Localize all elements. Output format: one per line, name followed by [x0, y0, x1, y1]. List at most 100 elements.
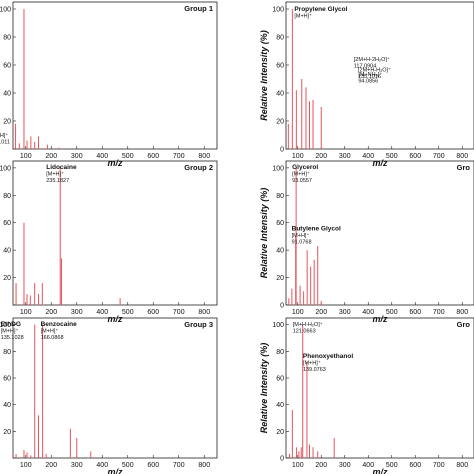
y-tick-label: 0 [280, 303, 284, 310]
y-tick-label: 80 [276, 193, 284, 200]
group-label: Group 1 [184, 4, 213, 13]
peak-annotation: 117.0904 [354, 64, 377, 70]
y-tick-label: 60 [276, 220, 284, 227]
x-tick-label: 800 [456, 153, 468, 160]
x-tick-label: 300 [71, 462, 83, 469]
y-tick-label: 40 [276, 402, 284, 409]
y-tick-label: 100 [0, 165, 11, 172]
y-tick-label: 60 [3, 376, 11, 383]
peak-annotation: 135.1016 [358, 74, 381, 80]
peak-annotation: [M+H]⁺ [294, 13, 312, 20]
x-tick-label: 300 [71, 153, 83, 160]
y-tick-label: 60 [3, 63, 11, 70]
peak-annotation: [2M+H-H₂O]⁺ [358, 66, 391, 73]
y-tick-label: 20 [3, 119, 11, 126]
x-tick-label: 500 [386, 309, 398, 316]
x-tick-label: 300 [339, 309, 351, 316]
x-tick-label: 200 [315, 309, 327, 316]
x-tick-label: 800 [198, 309, 210, 316]
y-tick-label: 100 [272, 165, 284, 172]
y-axis-label: Relative Intensity (%) [259, 343, 269, 434]
peak-annotation: 139.0763 [303, 367, 326, 373]
y-tick-label: 40 [276, 248, 284, 255]
x-tick-label: 200 [45, 309, 57, 316]
x-axis-label: m/z [107, 467, 123, 474]
y-axis-label: Relative Intensity (%) [259, 30, 269, 121]
x-tick-label: 300 [71, 309, 83, 316]
peak-annotation: Lidocaine [46, 164, 77, 171]
x-tick-label: 400 [96, 462, 108, 469]
plot-frame-6 [285, 317, 474, 459]
x-tick-label: 400 [96, 309, 108, 316]
x-tick-label: 700 [173, 309, 185, 316]
y-tick-label: 80 [276, 35, 284, 42]
peak-annotation: 185.1011 [0, 139, 10, 145]
x-tick-label: 300 [339, 462, 351, 469]
y-tick-label: 20 [276, 429, 284, 436]
x-tick-label: 600 [409, 462, 421, 469]
peak-annotation: [M+H]⁺ [46, 171, 64, 178]
x-tick-label: 100 [292, 462, 304, 469]
x-tick-label: 500 [122, 462, 134, 469]
y-tick-label: 40 [3, 248, 11, 255]
x-tick-label: 600 [147, 153, 159, 160]
y-tick-label: 20 [3, 275, 11, 282]
peak-annotation: 235.1827 [46, 178, 69, 184]
y-tick-label: 0 [280, 456, 284, 463]
y-tick-label: 80 [3, 349, 11, 356]
peak-annotation: [M+H]⁺ [1, 328, 19, 335]
peak-annotation: Glycerol [292, 164, 318, 171]
peak-annotation: Propylene Glycol [294, 6, 347, 13]
peak-annotation: [M+NH₄]⁺ [358, 71, 382, 78]
x-tick-label: 700 [173, 462, 185, 469]
x-tick-label: 800 [198, 153, 210, 160]
peak-annotation: Benzocaine [41, 321, 78, 328]
y-tick-label: 60 [3, 220, 11, 227]
x-tick-label: 500 [386, 462, 398, 469]
x-axis-label: m/z [107, 158, 123, 168]
group-label: Gro [457, 320, 471, 329]
peak-annotation: [2M+H-2H₂O]⁺ [354, 56, 390, 63]
y-tick-label: 100 [272, 322, 284, 329]
peak-annotation: EthDG [1, 321, 21, 328]
plot-frame-1 [12, 1, 218, 150]
y-tick-label: 40 [3, 402, 11, 409]
x-tick-label: 100 [20, 462, 32, 469]
x-tick-label: 700 [173, 153, 185, 160]
x-axis-label: m/z [107, 314, 123, 324]
x-tick-label: 100 [292, 153, 304, 160]
x-tick-label: 800 [456, 462, 468, 469]
y-tick-label: 60 [276, 376, 284, 383]
x-tick-label: 200 [315, 462, 327, 469]
x-tick-label: 200 [315, 153, 327, 160]
x-tick-label: 400 [362, 153, 374, 160]
x-tick-label: 600 [147, 309, 159, 316]
peak-annotation: Butylene Glycol [292, 225, 341, 232]
x-tick-label: 300 [339, 153, 351, 160]
x-tick-label: 700 [433, 309, 445, 316]
peak-annotation: 135.1028 [1, 335, 24, 341]
plot-frame-3 [12, 160, 218, 306]
x-axis-label: m/z [372, 314, 388, 324]
x-tick-label: 200 [45, 153, 57, 160]
y-tick-label: 40 [276, 91, 284, 98]
x-tick-label: 700 [433, 462, 445, 469]
y-tick-label: 0 [280, 147, 284, 154]
group-label: Group 2 [184, 163, 213, 172]
x-tick-label: 700 [433, 153, 445, 160]
y-tick-label: 80 [3, 193, 11, 200]
x-axis-label: m/z [372, 158, 388, 168]
peak-annotation: [2M+H]⁺ [0, 132, 8, 139]
y-tick-label: 20 [3, 429, 11, 436]
x-tick-label: 200 [45, 462, 57, 469]
y-tick-label: 80 [276, 349, 284, 356]
peak-annotation: Phenoxyethanol [303, 353, 353, 360]
plot-frame-5 [12, 317, 218, 459]
plot-frame-2 [285, 1, 474, 150]
peak-annotation: [M+H-H₂O]⁺ [293, 321, 323, 328]
x-tick-label: 400 [362, 462, 374, 469]
peak-annotation: 94.0856 [358, 79, 378, 85]
peak-annotation: [M+H]⁺ [303, 360, 321, 367]
y-tick-label: 80 [3, 35, 11, 42]
